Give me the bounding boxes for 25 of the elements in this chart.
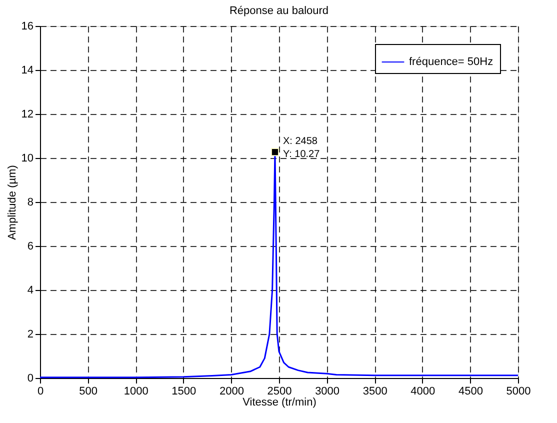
chart-title: Réponse au balourd bbox=[229, 5, 329, 17]
x-tick-label: 3000 bbox=[315, 386, 340, 398]
y-tick-label: 8 bbox=[27, 196, 34, 208]
legend-label: fréquence= 50Hz bbox=[409, 56, 494, 68]
x-axis-title: Vitesse (tr/min) bbox=[242, 396, 316, 408]
x-tick-label: 4500 bbox=[458, 386, 483, 398]
y-tick-label: 4 bbox=[27, 284, 34, 296]
x-tick-label: 2500 bbox=[267, 386, 292, 398]
y-tick-label: 14 bbox=[21, 64, 34, 76]
y-tick-label: 10 bbox=[21, 152, 34, 164]
x-tick-label: 5000 bbox=[506, 386, 531, 398]
y-tick-label: 2 bbox=[27, 328, 34, 340]
annotation: X: 2458 Y: 10.27 bbox=[282, 136, 320, 160]
y-tick-label: 6 bbox=[27, 240, 34, 252]
x-tick-label: 3500 bbox=[362, 386, 388, 398]
x-tick-label: 1000 bbox=[124, 386, 148, 398]
x-tick-label: 2000 bbox=[219, 386, 244, 398]
y-axis-title: Amplitude (µm) bbox=[6, 165, 18, 240]
x-tick-label: 1500 bbox=[172, 386, 196, 398]
x-tick-label: 4000 bbox=[410, 386, 436, 398]
x-tick-label: 500 bbox=[79, 386, 98, 398]
y-tick-label: 12 bbox=[21, 108, 34, 120]
y-tick-label: 16 bbox=[21, 20, 34, 32]
x-tick-label: 0 bbox=[37, 386, 44, 398]
y-tick-label: 0 bbox=[27, 372, 34, 384]
